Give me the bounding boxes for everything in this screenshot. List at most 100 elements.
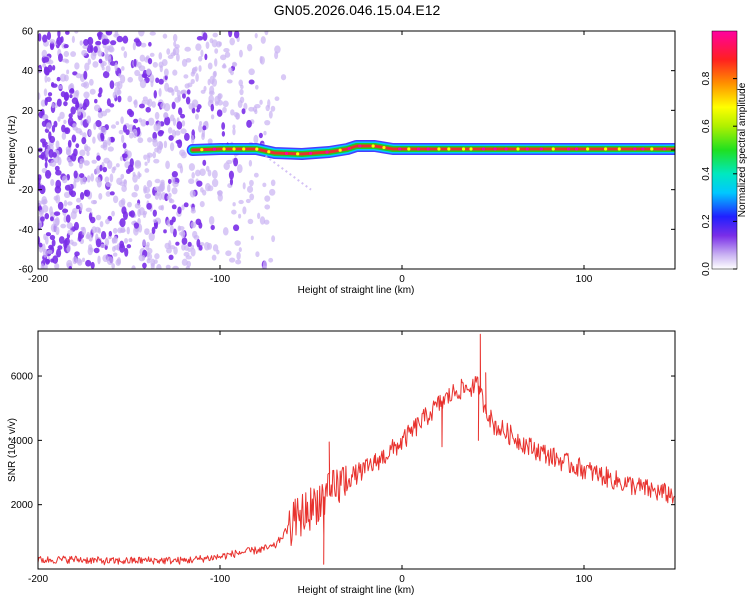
noise-speckle (195, 113, 199, 120)
noise-speckle (246, 119, 252, 128)
noise-speckle (172, 228, 177, 238)
noise-speckle (239, 88, 244, 96)
noise-speckle (153, 158, 160, 164)
noise-speckle (147, 58, 153, 65)
noise-speckle (187, 247, 192, 252)
noise-speckle (42, 114, 49, 120)
noise-speckle (90, 51, 97, 61)
noise-speckle (47, 249, 53, 254)
noise-speckle (98, 193, 103, 200)
colorbar: 0.0 0.2 0.4 0.6 0.8 Normalized spectral ampl… (701, 30, 748, 276)
noise-speckle (188, 178, 195, 185)
noise-speckle (249, 179, 254, 187)
spectrogram-ytick-label: -60 (19, 265, 34, 276)
noise-speckle (172, 265, 179, 269)
band-peak-dot (296, 152, 300, 156)
noise-speckle (199, 168, 206, 176)
noise-speckle (207, 138, 213, 145)
noise-speckle (68, 265, 73, 269)
noise-speckle (87, 58, 92, 65)
noise-speckle (274, 45, 281, 54)
noise-speckle (196, 35, 204, 41)
noise-speckle (201, 132, 205, 141)
noise-speckle (238, 49, 243, 58)
noise-speckle (145, 120, 149, 126)
band-peak-dot (338, 148, 342, 152)
noise-speckle (89, 88, 96, 95)
noise-speckle (97, 227, 101, 234)
noise-speckle (63, 119, 67, 125)
noise-speckle (158, 130, 165, 135)
noise-speckle (142, 239, 146, 247)
noise-speckle (221, 64, 227, 69)
noise-speckle (102, 71, 110, 79)
noise-speckle (108, 230, 113, 237)
noise-speckle (76, 197, 82, 203)
noise-speckle (180, 113, 186, 119)
noise-speckle (63, 91, 70, 101)
band-peak-dot (516, 147, 520, 151)
noise-speckle (203, 85, 207, 92)
noise-speckle (100, 231, 107, 240)
noise-speckle (172, 117, 177, 126)
noise-speckle (44, 161, 48, 169)
noise-speckle (160, 204, 165, 211)
noise-speckle (89, 78, 94, 86)
noise-speckle (45, 235, 49, 245)
band-peak-dot (447, 147, 451, 151)
noise-speckle (168, 135, 174, 141)
noise-speckle (111, 263, 115, 269)
snr-background (38, 331, 675, 569)
snr-panel: -200 -100 0 100 2000 4000 6000 Height of stra… (7, 330, 676, 596)
noise-speckle (171, 101, 176, 110)
noise-speckle (255, 251, 260, 258)
noise-speckle (79, 40, 83, 46)
band-peak-dot (586, 147, 590, 151)
noise-speckle (83, 160, 90, 166)
noise-speckle (153, 186, 161, 191)
noise-speckle (253, 172, 259, 178)
noise-speckle (131, 265, 136, 269)
band-peak-dot (481, 147, 486, 151)
snr-y-label: SNR (10 * v/v) (7, 418, 18, 482)
noise-speckle (237, 164, 243, 174)
band-peak-dot (650, 147, 654, 151)
noise-speckle (54, 165, 60, 172)
noise-speckle (67, 139, 72, 148)
noise-speckle (249, 193, 255, 201)
noise-speckle (167, 87, 174, 93)
noise-speckle (78, 160, 83, 169)
noise-speckle (269, 188, 276, 196)
noise-speckle (99, 164, 103, 172)
noise-speckle (158, 192, 163, 201)
noise-speckle (55, 216, 60, 226)
noise-speckle (40, 138, 46, 144)
noise-speckle (243, 102, 248, 110)
spectrogram-signal-band (186, 140, 675, 191)
snr-ytick-label: 4000 (11, 436, 34, 447)
noise-speckle (172, 181, 179, 188)
noise-speckle (232, 62, 238, 67)
noise-speckle (180, 151, 187, 159)
noise-speckle (97, 50, 103, 57)
snr-ytick-label: 2000 (11, 500, 34, 511)
noise-speckle (80, 82, 88, 88)
noise-speckle (115, 163, 120, 168)
noise-speckle (72, 123, 77, 128)
noise-speckle (55, 194, 61, 204)
noise-speckle (53, 211, 61, 216)
noise-speckle (233, 157, 239, 167)
noise-speckle (43, 88, 48, 97)
noise-speckle (180, 230, 186, 239)
noise-speckle (79, 149, 86, 157)
noise-speckle (120, 74, 126, 84)
noise-speckle (95, 120, 102, 128)
noise-speckle (154, 178, 161, 184)
noise-speckle (121, 153, 128, 159)
noise-speckle (91, 159, 97, 164)
noise-speckle (189, 190, 196, 198)
noise-speckle (56, 98, 62, 107)
noise-speckle (229, 37, 236, 46)
noise-speckle (119, 218, 126, 228)
noise-speckle (228, 257, 236, 263)
